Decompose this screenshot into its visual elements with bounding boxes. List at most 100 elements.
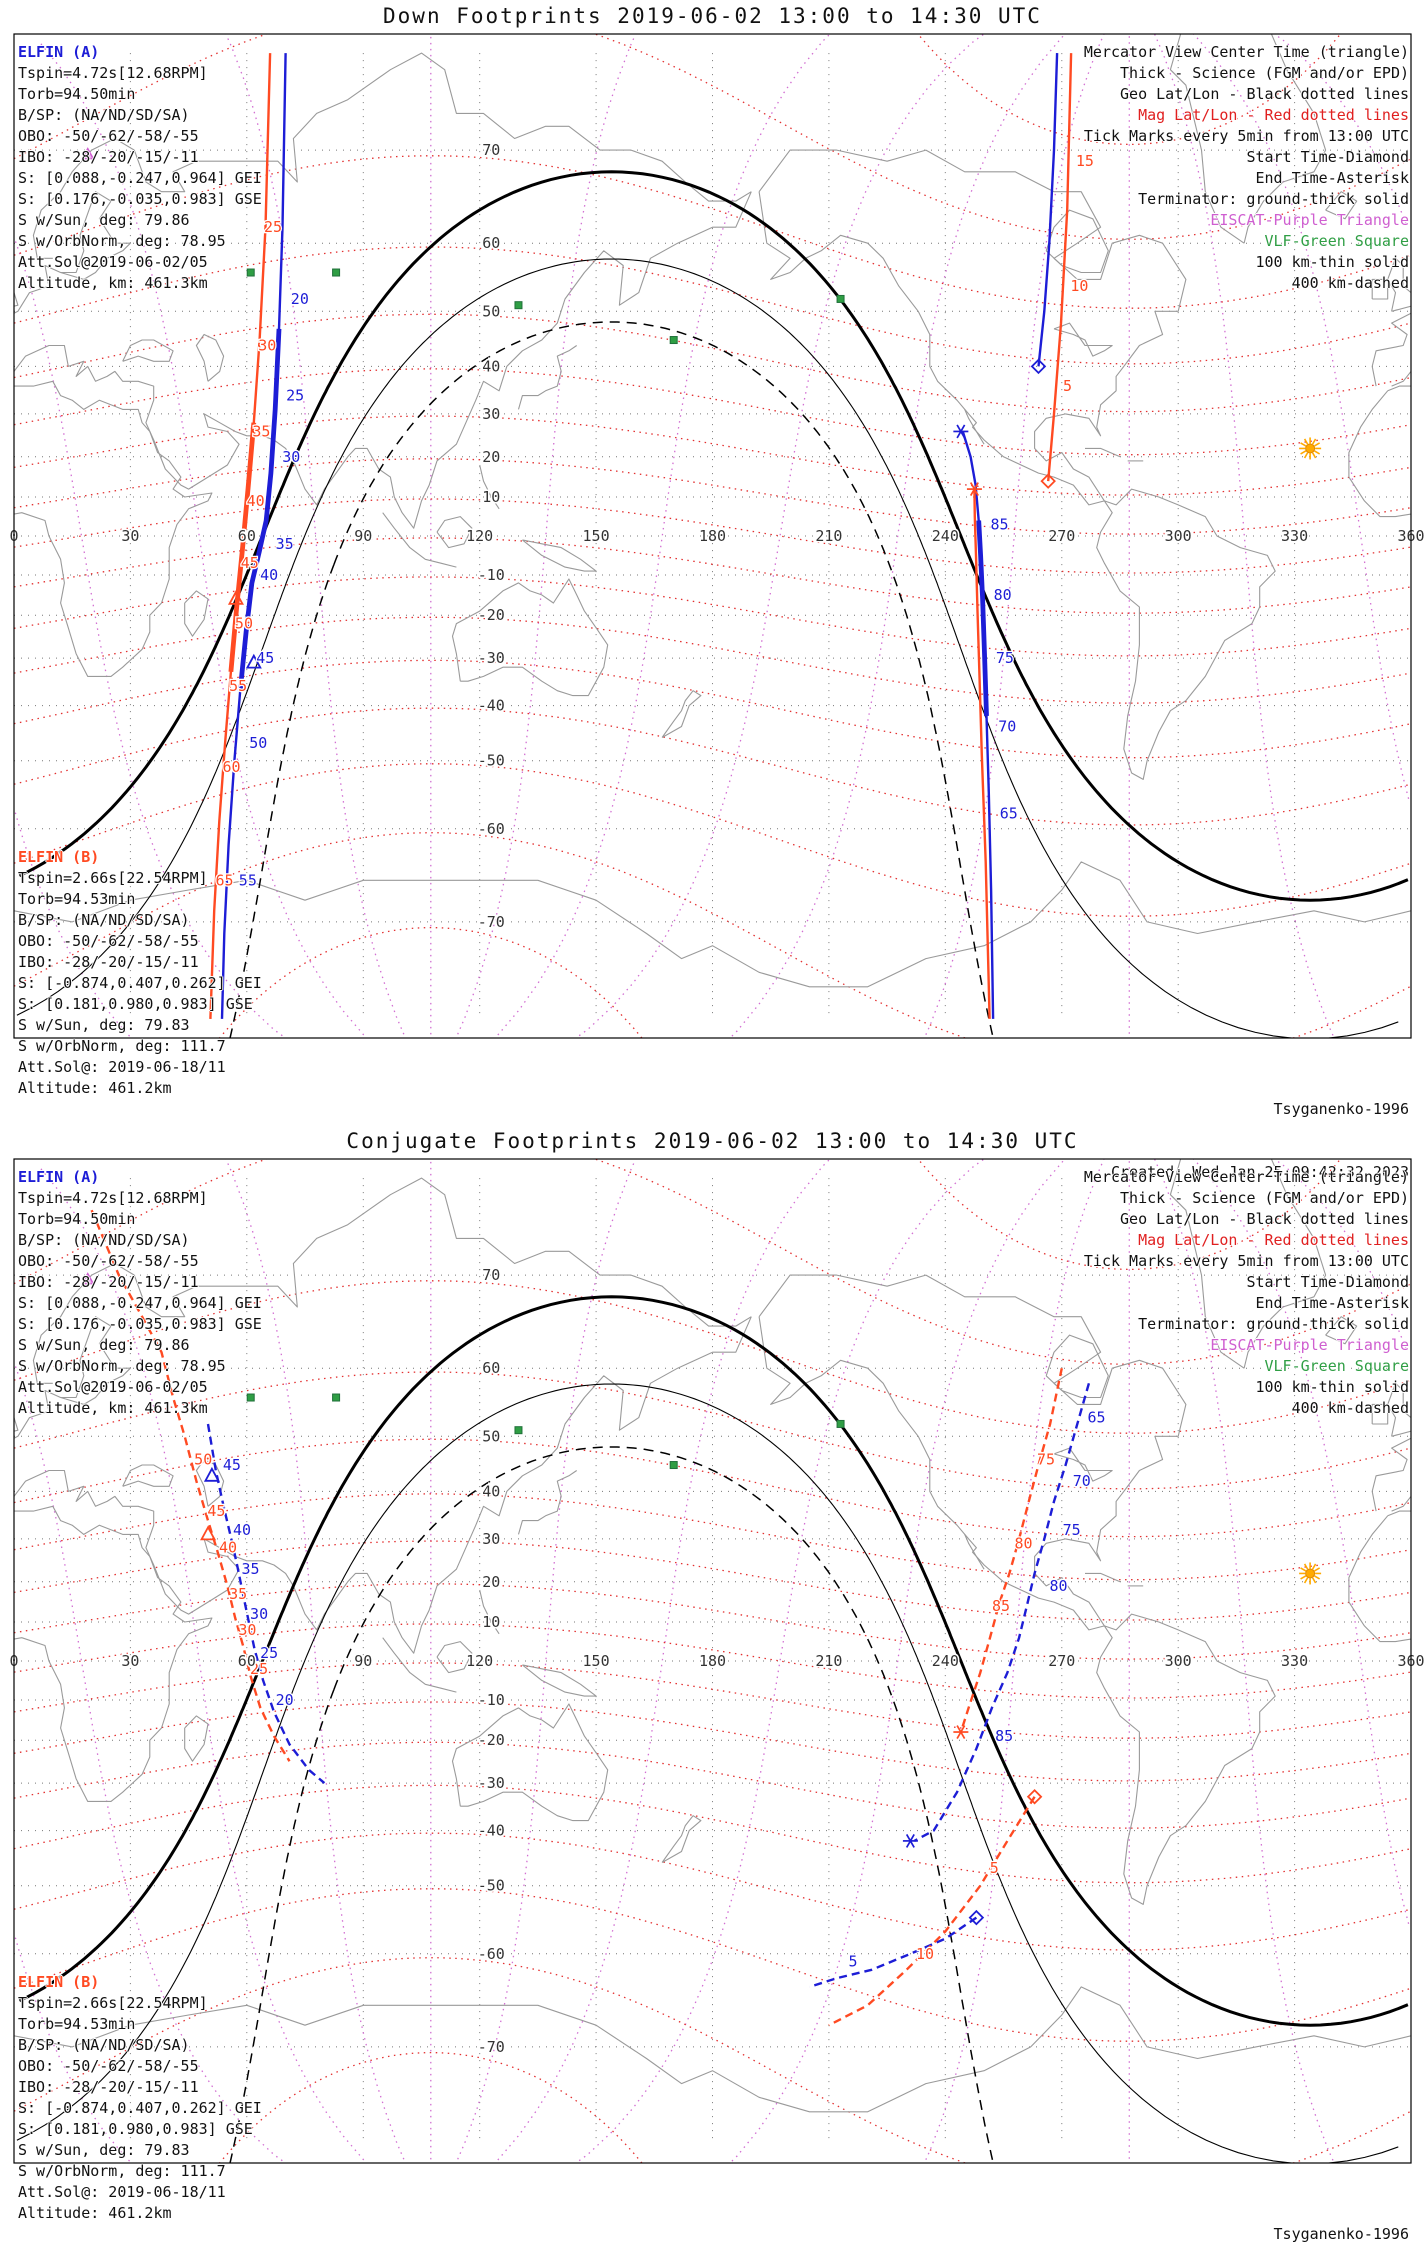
track-minute-label: 35 <box>229 1585 247 1603</box>
info-line: S: [0.181,0.980,0.983] GSE <box>18 995 253 1013</box>
lat-axis-label: -20 <box>478 606 505 624</box>
vlf-station-square <box>836 294 845 303</box>
track-minute-label: 70 <box>1073 1472 1091 1490</box>
legend-line: Mercator View Center Time (triangle) <box>1083 1168 1409 1186</box>
legend-line: Tick Marks every 5min from 13:00 UTC <box>1083 1252 1409 1270</box>
lat-axis-label: 60 <box>482 234 500 252</box>
legend-line: Geo Lat/Lon - Black dotted lines <box>1120 1210 1409 1228</box>
track-minute-label: 85 <box>992 1597 1010 1615</box>
lon-axis-label: 300 <box>1165 1652 1192 1670</box>
info-line: S: [-0.874,0.407,0.262] GEI <box>18 974 262 992</box>
legend-line: Thick - Science (FGM and/or EPD) <box>1120 64 1409 82</box>
overlay-layer-1: 4540353025206570758085550454035302575808… <box>8 1158 1425 2164</box>
track-minute-label: 5 <box>848 1953 857 1971</box>
track-minute-label: 55 <box>229 677 247 695</box>
track-minute-label: 30 <box>250 1605 268 1623</box>
lat-axis-label: -70 <box>478 2038 505 2056</box>
track-minute-label: 35 <box>252 422 270 440</box>
track-minute-label: 60 <box>223 758 241 776</box>
model-label: Tsyganenko-1996 <box>1273 1100 1409 1118</box>
track-minute-label: 40 <box>219 1539 237 1557</box>
track-minute-label: 30 <box>282 448 300 466</box>
info-line: Tspin=4.72s[12.68RPM] <box>18 1189 208 1207</box>
track-minute-label: 70 <box>998 718 1016 736</box>
created-label: Created: Wed Jan 25 09:42:32 2023 <box>1110 1163 1409 1181</box>
info-line: Torb=94.50min <box>18 85 136 103</box>
eiscat-triangle <box>80 147 95 160</box>
lat-axis-label: -60 <box>478 1945 505 1963</box>
lon-axis-label: 300 <box>1165 527 1192 545</box>
lon-axis-label: 30 <box>121 1652 139 1670</box>
track-minute-label: 5 <box>990 1859 999 1877</box>
legend-line: Mercator View Center Time (triangle) <box>1083 43 1409 61</box>
info-header: ELFIN (A) <box>18 43 100 61</box>
lon-axis-label: 240 <box>932 1652 959 1670</box>
vlf-station-square <box>669 1461 678 1470</box>
track-minute-label: 10 <box>1070 277 1088 295</box>
center-time-triangle <box>227 590 244 605</box>
track-minute-label: 65 <box>216 871 234 889</box>
lat-axis-label: 30 <box>482 1530 500 1548</box>
track-minute-label: 40 <box>233 1521 251 1539</box>
lon-axis-label: 180 <box>699 527 726 545</box>
track-minute-label: 45 <box>207 1502 225 1520</box>
lon-axis-label: 90 <box>354 1652 372 1670</box>
legend-line: Start Time-Diamond <box>1246 148 1409 166</box>
track-minute-label: 85 <box>990 515 1008 533</box>
track-minute-label: 30 <box>258 336 276 354</box>
info-line: Altitude, km: 461.3km <box>18 274 208 292</box>
center-time-triangle <box>200 1525 217 1541</box>
lon-axis-label: 120 <box>466 1652 493 1670</box>
lon-axis-label: 60 <box>238 527 256 545</box>
track-minute-label: 40 <box>247 492 265 510</box>
legend-line: EISCAT-Purple Triangle <box>1210 211 1409 229</box>
lat-axis-label: -10 <box>478 1691 505 1709</box>
info-line: S w/Sun, deg: 79.83 <box>18 1016 190 1034</box>
credits-block: Tsyganenko-1996 Created: Wed Jan 25 09:4… <box>1111 1057 1409 1225</box>
info-line: B/SP: (NA/ND/SD/SA) <box>18 1231 190 1249</box>
info-line: OBO: -50/-62/-58/-55 <box>18 2057 199 2075</box>
legend-line: Terminator: ground-thick solid <box>1138 190 1409 208</box>
lon-axis-label: 180 <box>699 1652 726 1670</box>
elfin-b-info-block: ELFIN (B) Tspin=2.66s[22.54RPM] Torb=94.53… <box>18 1972 262 2224</box>
info-line: S: [0.176,-0.035,0.983] GSE <box>18 1315 262 1333</box>
lat-axis-label: -10 <box>478 566 505 584</box>
legend-line: Thick - Science (FGM and/or EPD) <box>1120 1189 1409 1207</box>
info-line: OBO: -50/-62/-58/-55 <box>18 1252 199 1270</box>
info-line: S: [-0.874,0.407,0.262] GEI <box>18 2099 262 2117</box>
vlf-station-square <box>836 1419 845 1428</box>
info-line: S w/OrbNorm, deg: 111.7 <box>18 1037 226 1055</box>
legend-block: Mercator View Center Time (triangle) Thic… <box>1084 42 1409 294</box>
track-minute-label: 45 <box>241 554 259 572</box>
info-header: ELFIN (B) <box>18 1973 100 1991</box>
info-line: Torb=94.53min <box>18 2015 136 2033</box>
track-minute-label: 85 <box>995 1727 1013 1745</box>
info-line: Tspin=2.66s[22.54RPM] <box>18 869 208 887</box>
info-line: Att.Sol@: 2019-06-18/11 <box>18 2183 226 2201</box>
track-minute-label: 35 <box>276 535 294 553</box>
legend-line: EISCAT-Purple Triangle <box>1210 1336 1409 1354</box>
model-label: Tsyganenko-1996 <box>1273 2225 1409 2243</box>
vlf-station-square <box>669 336 678 345</box>
track-minute-label: 75 <box>1063 1521 1081 1539</box>
track-minute-label: 30 <box>238 1621 256 1639</box>
lat-axis-label: 20 <box>482 448 500 466</box>
info-line: Torb=94.53min <box>18 890 136 908</box>
start-time-diamond <box>1030 358 1047 375</box>
end-time-asterisk <box>902 1833 918 1848</box>
lat-axis-label: 10 <box>482 1613 500 1631</box>
info-line: S w/Sun, deg: 79.83 <box>18 2141 190 2159</box>
lon-axis-label: 330 <box>1281 1652 1308 1670</box>
center-time-triangle <box>203 1466 220 1482</box>
map-layer <box>14 1159 1411 2163</box>
legend-line: 100 km-thin solid <box>1255 1378 1409 1396</box>
lat-axis-label: 30 <box>482 405 500 423</box>
lon-axis-label: 330 <box>1281 527 1308 545</box>
info-header: ELFIN (A) <box>18 1168 100 1186</box>
center-time-triangle <box>245 653 262 669</box>
end-time-asterisk <box>953 424 969 439</box>
vlf-station-square <box>332 1393 341 1402</box>
info-line: S w/Sun, deg: 79.86 <box>18 1336 190 1354</box>
legend-line: Geo Lat/Lon - Black dotted lines <box>1120 85 1409 103</box>
